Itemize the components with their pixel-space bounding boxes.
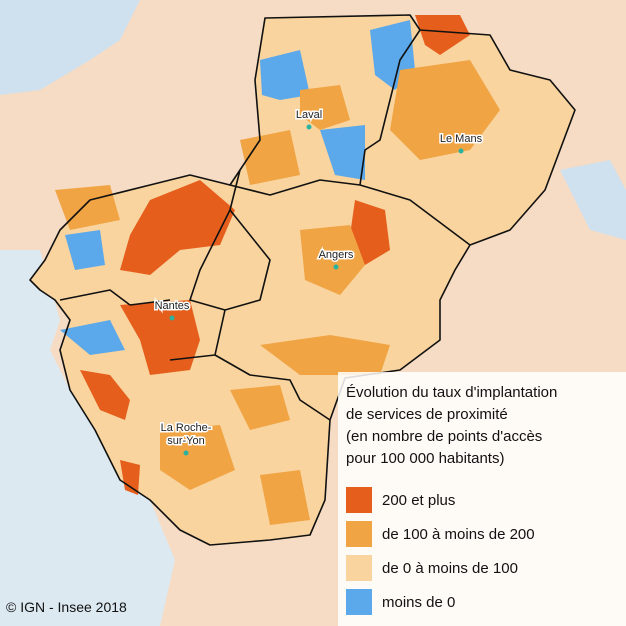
- city-dot: [333, 264, 339, 270]
- patch-high: [120, 300, 200, 375]
- patch-high: [120, 460, 140, 495]
- patch-mid: [230, 385, 290, 430]
- legend-title: de services de proximité: [346, 406, 508, 423]
- patch-mid: [160, 425, 235, 490]
- credit: © IGN - Insee 2018: [6, 599, 127, 615]
- patch-high: [415, 15, 470, 55]
- region-border: [29, 14, 576, 546]
- patches: [55, 15, 500, 525]
- legend-label: 200 et plus: [382, 492, 455, 509]
- legend-label: moins de 0: [382, 594, 455, 611]
- patch-mid: [300, 225, 365, 295]
- patch-mid: [300, 85, 350, 130]
- patch-negative: [260, 50, 310, 100]
- patch-mid: [260, 335, 390, 375]
- city-label: Laval: [296, 109, 322, 121]
- department-borders: [59, 29, 471, 421]
- city-label: Nantes: [155, 300, 190, 312]
- legend-title: pour 100 000 habitants): [346, 450, 504, 467]
- patch-mid: [240, 130, 300, 185]
- outside-blue: [560, 160, 626, 240]
- patch-high: [120, 180, 235, 275]
- city-dot: [458, 148, 464, 154]
- legend: Évolution du taux d'implantation de servi…: [346, 384, 557, 615]
- city-dot: [169, 315, 175, 321]
- city-label: Le Mans: [440, 133, 483, 145]
- legend-title: Évolution du taux d'implantation: [346, 384, 557, 401]
- legend-title: (en nombre de points d'accès: [346, 428, 542, 445]
- legend-box: [338, 372, 626, 626]
- patch-negative: [65, 230, 105, 270]
- sea: [0, 250, 175, 626]
- outside-blue: [0, 0, 140, 95]
- patch-high: [350, 200, 390, 265]
- city-dot: [183, 450, 189, 456]
- legend-label: de 0 à moins de 100: [382, 560, 518, 577]
- patch-negative: [320, 125, 365, 180]
- city-dot: [306, 124, 312, 130]
- legend-swatch: [346, 555, 372, 581]
- city-label: sur-Yon: [167, 435, 205, 447]
- patch-negative: [60, 320, 125, 355]
- legend-swatch: [346, 521, 372, 547]
- city-label: Angers: [319, 249, 354, 261]
- patch-mid: [260, 470, 310, 525]
- legend-swatch: [346, 487, 372, 513]
- patch-mid: [390, 60, 500, 160]
- patch-high: [80, 370, 130, 420]
- legend-swatch: [346, 589, 372, 615]
- cities: Laval Le Mans Angers Nantes La Roche-sur-Yon: [153, 108, 484, 456]
- legend-label: de 100 à moins de 200: [382, 526, 535, 543]
- city-label: La Roche-: [161, 422, 212, 434]
